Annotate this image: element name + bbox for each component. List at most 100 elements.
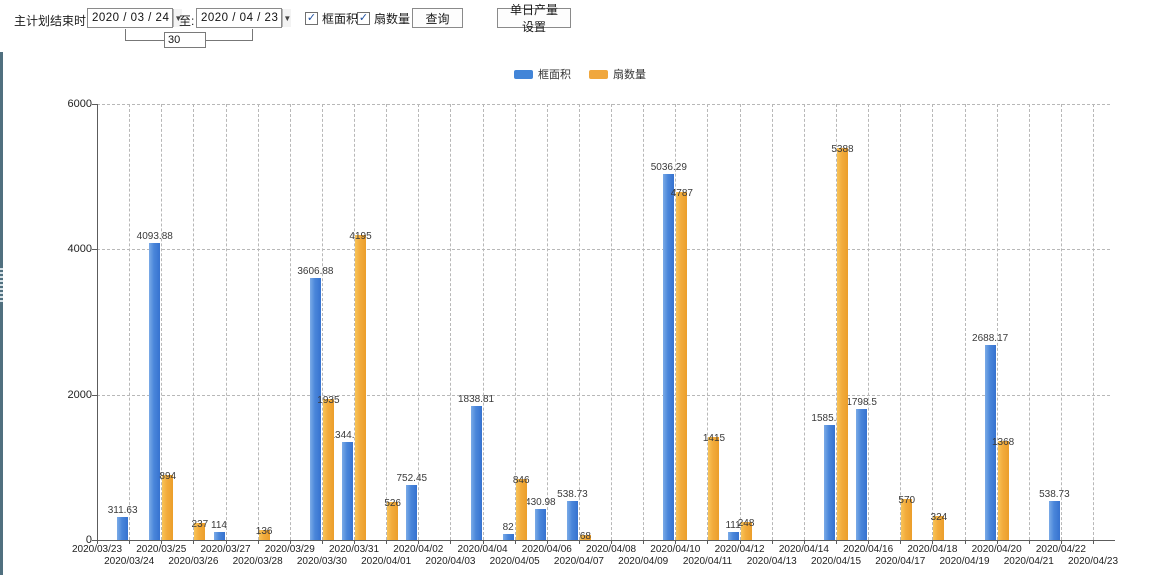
bar-value-label: 82	[502, 522, 514, 534]
gridline-vertical	[900, 104, 902, 540]
gridline-vertical	[289, 104, 291, 540]
x-tick-label: 2020/04/20	[971, 544, 1022, 555]
x-tick-label: 2020/04/12	[714, 544, 765, 555]
x-tick-label: 2020/04/09	[618, 556, 669, 567]
x-axis-tick	[418, 540, 420, 544]
day-span-input[interactable]: 30	[164, 32, 206, 48]
y-axis-tick	[92, 104, 97, 105]
y-tick-label: 4000	[67, 243, 92, 256]
bar-fan-quantity	[579, 535, 591, 540]
date-from-dropdown-button[interactable]: ▼	[173, 9, 183, 27]
gridline-vertical	[546, 104, 548, 540]
legend-item-fan-qty[interactable]: 扇数量	[589, 66, 646, 82]
y-tick-label: 6000	[67, 98, 92, 110]
x-tick-label: 2020/04/17	[875, 556, 926, 567]
to-label: 至:	[179, 14, 195, 28]
bar-value-label: 1368	[992, 436, 1015, 448]
x-axis-tick	[996, 540, 998, 544]
gridline-vertical	[418, 104, 420, 540]
gridline-vertical	[514, 104, 516, 540]
x-axis-tick	[868, 540, 870, 544]
y-axis-tick	[92, 540, 97, 541]
legend-frame-area-label: 框面积	[538, 69, 571, 81]
y-axis-line	[97, 104, 98, 540]
gridline-vertical	[450, 104, 452, 540]
bar-fan-quantity	[740, 521, 752, 540]
x-axis-tick	[386, 540, 388, 544]
bar-frame-area	[470, 406, 482, 540]
bar-fan-quantity	[515, 478, 527, 540]
gridline-vertical	[803, 104, 805, 540]
gridline-vertical	[578, 104, 580, 540]
x-tick-label: 2020/04/04	[457, 544, 508, 555]
x-axis-tick	[225, 540, 227, 544]
gridline-horizontal	[97, 249, 1110, 251]
legend-item-frame-area[interactable]: 框面积	[514, 66, 571, 82]
gridline-vertical	[707, 104, 709, 540]
x-axis-tick	[932, 540, 934, 544]
gridline-vertical	[482, 104, 484, 540]
x-axis-tick	[97, 540, 98, 544]
query-button[interactable]: 查询	[412, 8, 463, 28]
x-tick-label: 2020/04/01	[361, 556, 412, 567]
gridline-vertical	[611, 104, 613, 540]
x-tick-label: 2020/04/13	[746, 556, 797, 567]
bar-value-label: 430.98	[525, 496, 556, 508]
date-from-value: 2020 / 03 / 24	[92, 12, 170, 24]
bar-value-label: 526	[384, 497, 401, 509]
bar-value-label: 1935	[317, 395, 340, 407]
gridline-vertical	[1028, 104, 1030, 540]
window-edge-strip	[0, 0, 3, 575]
x-axis-tick	[900, 540, 902, 544]
bar-frame-area	[856, 409, 868, 540]
gridline-vertical	[739, 104, 741, 540]
frame-area-swatch	[514, 69, 533, 79]
x-axis-tick	[578, 540, 580, 544]
gridline-vertical	[354, 104, 356, 540]
date-to-picker[interactable]: 2020 / 04 / 23 ▼	[196, 8, 292, 28]
gridline-vertical	[129, 104, 131, 540]
gridline-vertical	[835, 104, 837, 540]
x-tick-label: 2020/03/25	[136, 544, 187, 555]
x-axis-tick	[482, 540, 484, 544]
bar-frame-area	[406, 485, 418, 540]
panel-splitter-handle[interactable]	[0, 268, 3, 304]
bar-fan-quantity	[162, 475, 174, 540]
bar-frame-area	[823, 424, 835, 540]
x-axis-tick	[354, 540, 356, 544]
bar-value-label: 1585.96	[811, 412, 848, 424]
x-tick-label: 2020/04/02	[393, 544, 444, 555]
frame-area-checkbox[interactable]: ✓	[305, 12, 318, 25]
x-tick-label: 2020/04/21	[1003, 556, 1054, 567]
x-tick-label: 2020/04/08	[586, 544, 637, 555]
y-tick-label: 0	[85, 534, 92, 546]
x-axis-tick	[514, 540, 516, 544]
plan-end-time-label: 主计划结束时间:	[14, 14, 102, 28]
x-axis-tick	[835, 540, 837, 544]
fan-qty-checkbox-group[interactable]: ✓ 扇数量	[357, 10, 410, 27]
x-axis-tick	[964, 540, 966, 544]
bar-value-label: 4787	[670, 188, 693, 200]
bar-value-label: 846	[512, 474, 530, 486]
chart-legend: 框面积 扇数量	[514, 66, 646, 82]
x-tick-label: 2020/03/29	[264, 544, 315, 555]
x-axis-tick	[289, 540, 291, 544]
date-range-connector-left	[125, 29, 165, 41]
x-axis-tick	[1060, 540, 1062, 544]
x-tick-label: 2020/04/23	[1067, 556, 1119, 567]
x-axis-tick	[546, 540, 548, 544]
x-tick-label: 2020/04/11	[682, 556, 733, 567]
bar-fan-quantity	[933, 516, 945, 540]
bar-value-label: 5036.29	[650, 162, 687, 174]
date-to-dropdown-button[interactable]: ▼	[282, 9, 292, 27]
fan-qty-checkbox[interactable]: ✓	[357, 12, 370, 25]
bar-frame-area	[117, 517, 129, 540]
date-from-picker[interactable]: 2020 / 03 / 24 ▼	[87, 8, 183, 28]
gridline-vertical	[386, 104, 388, 540]
bar-value-label: 538.73	[557, 488, 588, 500]
frame-area-checkbox-group[interactable]: ✓ 框面积	[305, 10, 358, 27]
bar-value-label: 114	[211, 519, 227, 531]
x-tick-label: 2020/03/23	[71, 544, 123, 555]
gridline-vertical	[1060, 104, 1062, 540]
bar-value-label: 570	[898, 494, 916, 506]
